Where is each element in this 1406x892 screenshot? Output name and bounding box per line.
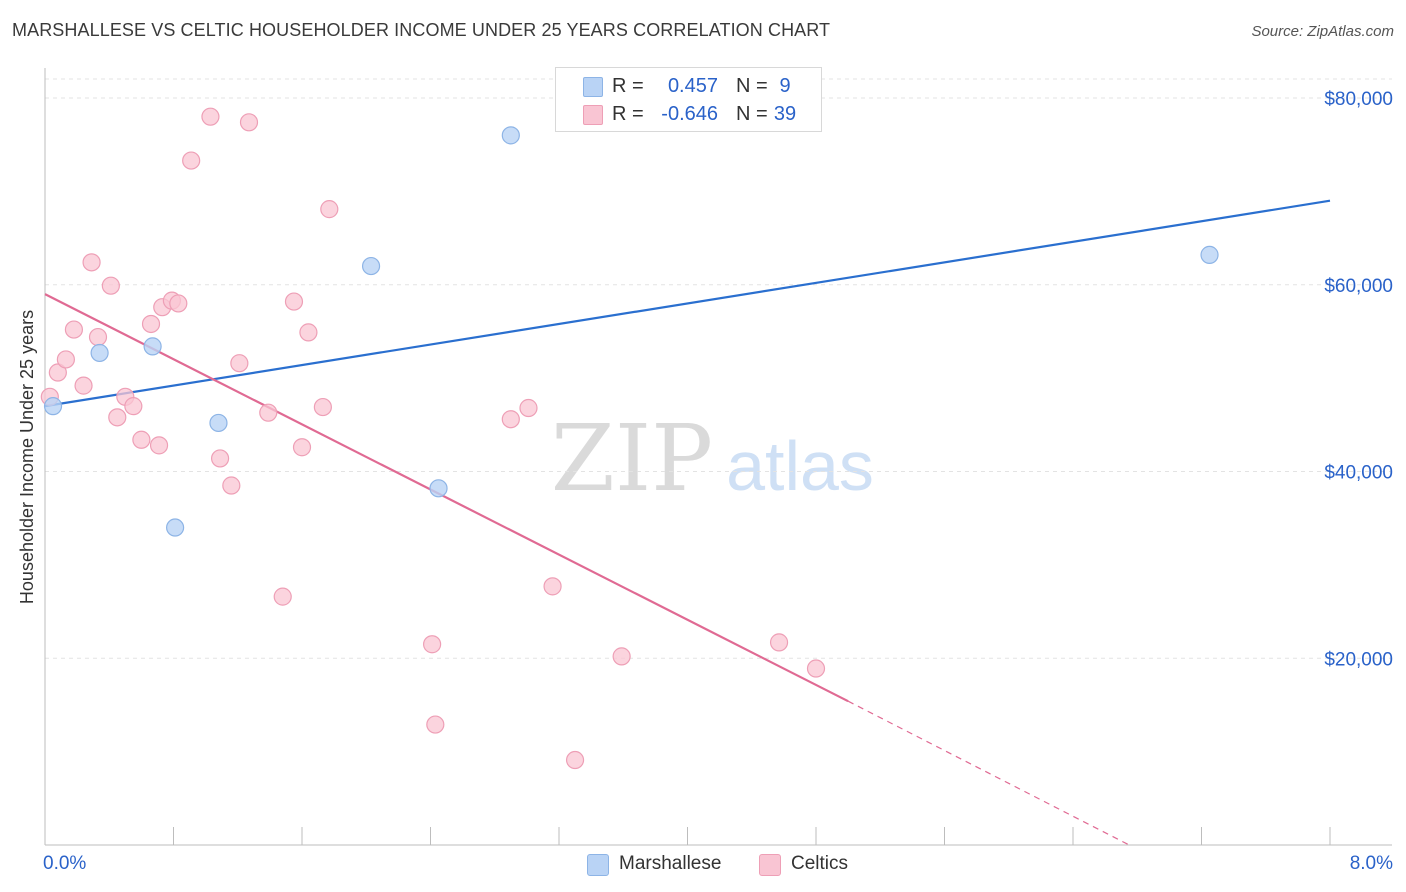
- point-celtics: [501, 410, 520, 429]
- chart-title: MARSHALLESE VS CELTIC HOUSEHOLDER INCOME…: [12, 20, 831, 40]
- legend-swatch-celtics: [583, 105, 603, 125]
- point-celtics: [74, 376, 93, 395]
- trend-extension-celtics: [847, 700, 1130, 846]
- legend-r-value: 0.457: [667, 75, 718, 97]
- point-celtics: [273, 587, 292, 606]
- series-swatch-marshallese: [587, 854, 609, 876]
- legend-r-value: -0.646: [661, 103, 718, 125]
- point-celtics: [88, 327, 108, 347]
- point-marshallese: [166, 518, 185, 537]
- point-celtics: [141, 314, 161, 334]
- trend-lines: [44, 199, 1331, 846]
- axis-labels: $20,000 $40,000 $60,000 $80,000 0.0% 8.0% Hous…: [17, 89, 1393, 874]
- watermark: ZIP atlas: [551, 405, 874, 512]
- y-tick-label: $20,000: [1324, 649, 1393, 670]
- gridlines: [45, 78, 1392, 659]
- point-celtics: [82, 253, 101, 272]
- legend-n-value: 9: [779, 75, 791, 97]
- x-tick-label-min: 0.0%: [43, 853, 86, 874]
- point-celtics: [806, 659, 826, 678]
- point-marshallese: [43, 397, 63, 416]
- point-celtics: [108, 408, 127, 427]
- legend-n-value: 39: [773, 103, 797, 125]
- point-celtics: [423, 635, 442, 654]
- point-marshallese: [501, 126, 520, 145]
- point-celtics: [239, 113, 259, 132]
- point-celtics: [565, 750, 585, 770]
- point-celtics: [313, 397, 332, 417]
- data-points: [40, 107, 1219, 770]
- point-celtics: [222, 476, 241, 495]
- y-tick-label: $60,000: [1324, 276, 1393, 297]
- correlation-legend: R = 0.457 N = 9 R = -0.646 N = 39: [555, 67, 822, 132]
- point-celtics: [48, 363, 67, 382]
- point-celtics: [426, 715, 445, 734]
- series-swatch-celtics: [759, 854, 781, 876]
- point-celtics: [769, 633, 789, 652]
- watermark-zip: ZIP: [551, 405, 713, 512]
- point-celtics: [230, 354, 249, 373]
- point-celtics: [124, 397, 143, 416]
- point-celtics: [299, 323, 318, 342]
- trend-line-celtics: [44, 293, 849, 703]
- legend-n-label: N =: [736, 103, 768, 125]
- point-celtics: [259, 403, 278, 422]
- trend-line-marshallese: [44, 199, 1331, 408]
- y-tick-label: $40,000: [1324, 463, 1393, 484]
- point-celtics: [320, 200, 339, 219]
- legend-row-celtics: R = -0.646 N = 39: [556, 100, 821, 128]
- point-celtics: [284, 292, 304, 311]
- point-marshallese: [209, 413, 228, 433]
- y-axis-label: Householder Income Under 25 years: [17, 310, 37, 604]
- point-celtics: [210, 449, 230, 468]
- point-celtics: [132, 430, 151, 449]
- legend-r-label: R =: [612, 103, 644, 125]
- source-label: Source: ZipAtlas.com: [1251, 23, 1394, 40]
- legend-r-label: R =: [612, 75, 644, 97]
- legend-swatch-marshallese: [583, 77, 603, 97]
- axes: [44, 68, 1392, 846]
- point-celtics: [292, 438, 312, 457]
- watermark-atlas: atlas: [726, 427, 874, 505]
- point-celtics: [149, 436, 169, 455]
- point-marshallese: [143, 337, 162, 356]
- series-label-celtics: Celtics: [791, 853, 849, 874]
- point-celtics: [519, 398, 538, 418]
- point-marshallese: [429, 479, 448, 498]
- point-marshallese: [1200, 245, 1219, 264]
- point-celtics: [201, 107, 220, 126]
- point-celtics: [543, 577, 562, 596]
- point-celtics: [101, 276, 120, 295]
- point-marshallese: [90, 343, 109, 363]
- legend-row-marshallese: R = 0.457 N = 9: [556, 72, 821, 100]
- point-celtics: [169, 294, 188, 313]
- series-legend: Marshallese Celtics: [0, 852, 1406, 878]
- series-label-marshallese: Marshallese: [619, 853, 722, 874]
- legend-n-label: N =: [736, 75, 768, 97]
- point-celtics: [612, 647, 631, 666]
- point-celtics: [182, 151, 201, 170]
- point-celtics: [56, 350, 75, 369]
- point-marshallese: [361, 256, 381, 276]
- x-tick-label-max: 8.0%: [1350, 853, 1393, 874]
- y-tick-label: $80,000: [1324, 89, 1393, 110]
- point-celtics: [64, 320, 84, 339]
